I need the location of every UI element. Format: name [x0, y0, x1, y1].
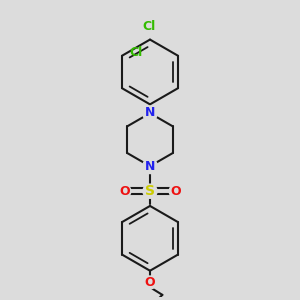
Text: N: N: [145, 106, 155, 119]
Text: O: O: [170, 185, 181, 198]
Circle shape: [142, 106, 158, 121]
Circle shape: [143, 276, 157, 289]
Text: N: N: [145, 160, 155, 173]
Text: O: O: [119, 185, 130, 198]
Text: S: S: [145, 184, 155, 198]
Circle shape: [118, 185, 131, 198]
Text: Cl: Cl: [129, 46, 142, 59]
Circle shape: [143, 184, 157, 198]
Text: Cl: Cl: [142, 20, 155, 32]
Circle shape: [142, 159, 158, 174]
Circle shape: [169, 185, 182, 198]
Text: O: O: [145, 276, 155, 289]
